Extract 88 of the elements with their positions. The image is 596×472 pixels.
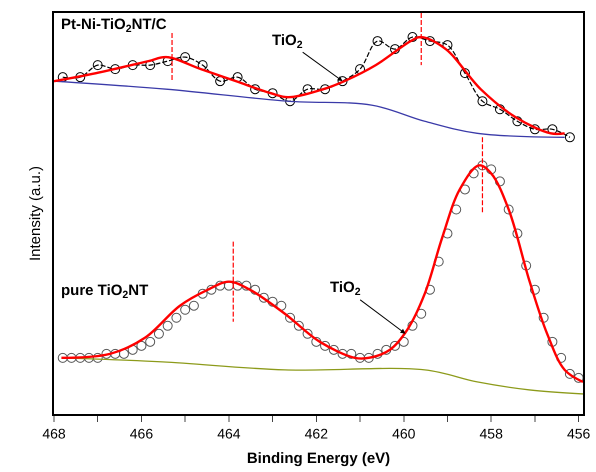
point — [258, 292, 269, 303]
point — [381, 344, 392, 355]
point — [338, 76, 348, 86]
annotation: TiO$_{2}$ — [330, 279, 361, 298]
point — [110, 348, 120, 359]
point — [241, 280, 252, 291]
point — [564, 132, 575, 142]
series-label: pure TiO$_{2}$NT — [61, 282, 148, 302]
point — [311, 336, 322, 347]
point — [477, 96, 488, 106]
point — [390, 340, 400, 351]
point — [372, 36, 383, 46]
point — [171, 312, 182, 323]
point — [530, 284, 540, 295]
point — [232, 72, 243, 82]
x-tick-label: 464 — [217, 426, 241, 442]
point — [460, 184, 470, 194]
point — [408, 32, 418, 42]
x-tick-label: 468 — [42, 426, 66, 442]
point — [188, 300, 199, 311]
point — [494, 104, 505, 114]
point — [494, 176, 505, 186]
point — [128, 60, 138, 70]
point — [250, 284, 260, 295]
point — [451, 204, 462, 214]
point — [294, 320, 304, 331]
point — [154, 328, 164, 339]
point — [408, 320, 418, 331]
point — [424, 284, 435, 295]
point — [320, 340, 330, 351]
annotation: TiO$_{2}$ — [272, 32, 303, 52]
x-tick-label: 462 — [304, 426, 328, 442]
point — [198, 60, 208, 70]
point — [101, 348, 112, 359]
point — [206, 284, 216, 295]
point — [460, 68, 470, 78]
point — [477, 160, 488, 170]
point — [302, 84, 313, 94]
x-tick-label: 466 — [130, 426, 154, 442]
point — [162, 320, 173, 331]
x-tick-label: 458 — [480, 426, 504, 442]
point — [302, 328, 313, 339]
point — [145, 60, 156, 70]
point — [338, 348, 348, 359]
point — [424, 36, 435, 46]
point — [512, 228, 522, 239]
point — [390, 44, 400, 54]
series-label: Pt-Ni-TiO$_{2}$NT/C — [61, 16, 167, 36]
point — [530, 124, 540, 134]
point — [346, 348, 356, 359]
point — [521, 260, 532, 271]
point — [355, 352, 366, 363]
point — [320, 84, 330, 94]
x-axis-title: Binding Energy (eV) — [246, 450, 390, 468]
point — [538, 312, 549, 323]
point — [547, 336, 558, 347]
point — [92, 60, 103, 70]
point — [66, 352, 76, 363]
point — [84, 352, 94, 363]
point — [268, 296, 278, 307]
point — [285, 312, 296, 323]
point — [504, 204, 514, 214]
point — [75, 72, 86, 82]
point — [328, 344, 339, 355]
point — [416, 308, 426, 319]
x-tick-label: 456 — [566, 426, 591, 442]
point — [564, 368, 575, 379]
point — [180, 304, 190, 315]
point — [92, 352, 103, 363]
point — [486, 164, 496, 174]
point — [136, 340, 146, 351]
point — [372, 348, 383, 359]
point — [250, 84, 260, 94]
point — [574, 372, 583, 383]
point — [110, 64, 120, 74]
point — [75, 352, 86, 363]
point — [215, 280, 226, 291]
point — [145, 336, 156, 347]
point — [512, 116, 522, 126]
point — [268, 88, 278, 98]
x-tick-label: 460 — [392, 426, 416, 442]
y-axis-title: Intensity (a.u.) — [27, 166, 44, 262]
point — [180, 52, 190, 62]
point — [198, 288, 208, 299]
point — [364, 352, 374, 363]
point — [58, 352, 68, 363]
point — [215, 76, 226, 86]
point — [468, 168, 479, 178]
